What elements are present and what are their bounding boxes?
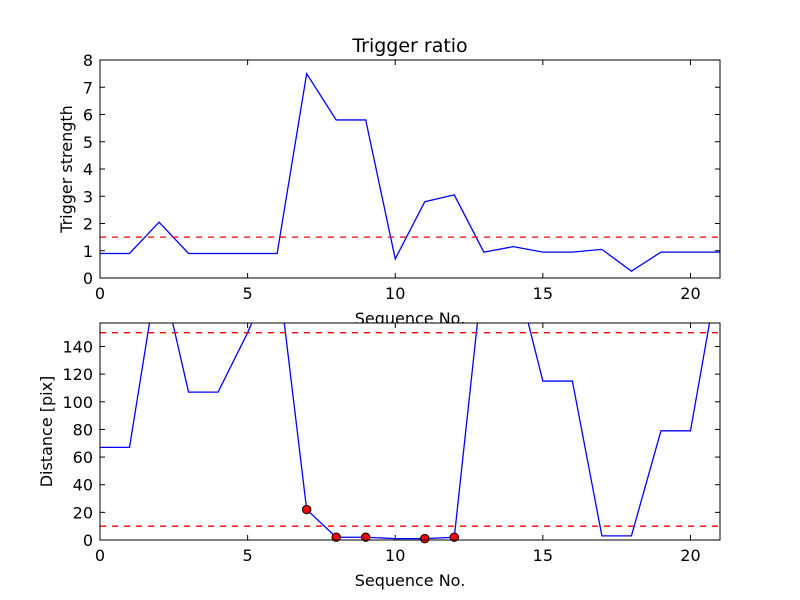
bottom-y-tick-label-2: 40 — [73, 476, 93, 495]
bottom-y-tick-label-0: 0 — [83, 531, 93, 550]
bottom-marker-point-2 — [361, 532, 371, 542]
bottom-axes-frame — [99, 322, 721, 541]
bottom-y-tick-label-1: 20 — [73, 503, 93, 522]
bottom-x-tick-label-2: 10 — [385, 546, 405, 565]
top-y-tick-label-6: 6 — [83, 106, 93, 125]
bottom-plot-area — [100, 323, 720, 540]
top-y-axis-label: Trigger strength — [57, 105, 76, 234]
bottom-x-tick-label-3: 15 — [533, 546, 553, 565]
bottom-marker-point-1 — [331, 532, 341, 542]
bottom-marker-point-3 — [420, 533, 430, 544]
top-x-tick-label-1: 5 — [243, 284, 253, 303]
bottom-series-line-0 — [100, 323, 711, 540]
bottom-y-tick-label-4: 80 — [73, 420, 93, 439]
top-x-tick-label-2: 10 — [385, 284, 405, 303]
bottom-x-tick-label-4: 20 — [680, 546, 700, 565]
bottom-y-tick-label-5: 100 — [62, 393, 93, 412]
top-chart-title: Trigger ratio — [351, 35, 467, 57]
top-x-tick-label-3: 15 — [533, 284, 553, 303]
bottom-y-tick-label-6: 120 — [62, 365, 93, 384]
top-y-tick-label-5: 5 — [83, 133, 93, 152]
top-series-line-0 — [100, 71, 720, 272]
bottom-y-tick-label-7: 140 — [62, 337, 93, 356]
top-x-tick-label-0: 0 — [95, 284, 105, 303]
bottom-x-tick-label-1: 5 — [243, 546, 253, 565]
bottom-chart: 0 5 10 15 20 0 20 40 60 80 100 120 140 Sequence No. Di… — [37, 322, 721, 590]
top-y-tick-label-2: 2 — [83, 215, 93, 234]
bottom-plot-series — [100, 323, 720, 540]
top-plot-area — [100, 60, 720, 278]
bottom-y-tick-label-3: 60 — [73, 448, 93, 467]
top-y-tick-label-1: 1 — [83, 242, 93, 261]
top-plot-series — [100, 71, 720, 272]
top-y-tick-label-7: 7 — [83, 78, 93, 97]
bottom-y-axis-label: Distance [pix] — [37, 376, 56, 488]
bottom-marker-point-0 — [301, 504, 312, 515]
top-x-tick-label-4: 20 — [680, 284, 700, 303]
top-y-tick-label-4: 4 — [83, 160, 93, 179]
top-y-tick-label-0: 0 — [83, 269, 93, 288]
top-y-tick-label-8: 8 — [83, 51, 93, 70]
bottom-x-tick-label-0: 0 — [95, 546, 105, 565]
top-y-tick-label-3: 3 — [83, 187, 93, 206]
bottom-marker-point-4 — [449, 532, 459, 542]
bottom-x-axis-label: Sequence No. — [355, 571, 466, 590]
